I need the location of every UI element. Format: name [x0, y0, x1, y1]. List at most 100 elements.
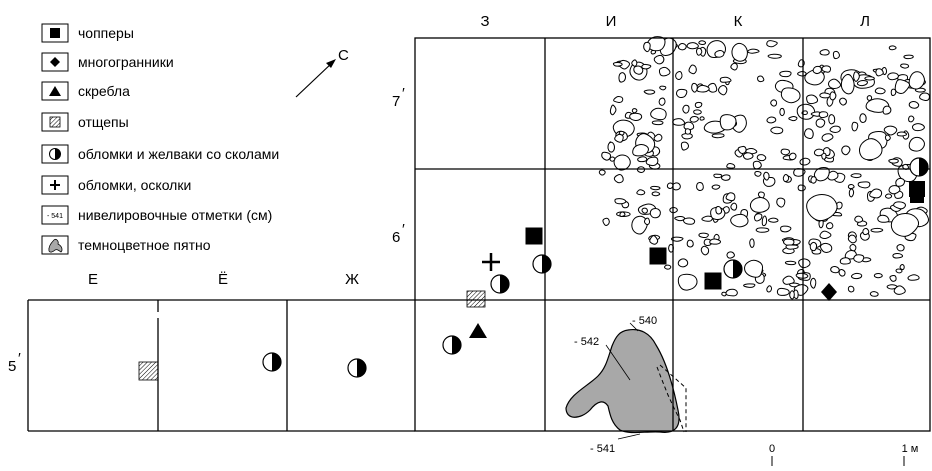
row-labels: 7 ′ 6 ′ 5 ′	[8, 85, 405, 375]
stone	[614, 133, 624, 143]
stone	[725, 192, 736, 202]
stone	[653, 54, 665, 65]
stone	[883, 125, 898, 136]
row-label-prime: ′	[402, 221, 405, 238]
stone	[839, 257, 851, 265]
stone	[821, 133, 834, 142]
scale-one-label: 1 м	[902, 443, 919, 455]
stone	[888, 158, 899, 164]
stone	[888, 45, 897, 51]
stone	[686, 42, 699, 50]
stone	[780, 87, 801, 104]
legend-item-dark-spot: темноцветное пятно	[41, 235, 211, 255]
stone	[658, 66, 671, 77]
stone	[614, 198, 627, 205]
stone	[869, 291, 879, 297]
stone	[664, 264, 672, 270]
stone	[641, 207, 648, 214]
stone	[753, 213, 763, 222]
stone	[766, 285, 773, 293]
stone	[725, 288, 738, 297]
stone	[631, 59, 638, 67]
stone	[767, 217, 779, 223]
stone	[730, 202, 738, 211]
fragment-marker	[347, 358, 367, 378]
leader-line	[617, 433, 641, 440]
stone	[641, 63, 652, 70]
stone	[839, 97, 847, 106]
stone	[672, 118, 686, 126]
stone	[776, 197, 786, 208]
stone	[643, 89, 656, 95]
stone	[779, 70, 792, 78]
stone	[681, 133, 693, 140]
stone	[649, 235, 659, 245]
stone	[812, 65, 822, 75]
stone	[821, 65, 832, 73]
stone	[743, 283, 756, 288]
stone	[911, 123, 925, 132]
stone	[818, 111, 829, 119]
stone	[830, 265, 840, 274]
stone	[810, 176, 817, 184]
legend: чопперы многогранники скребла отщепы	[41, 23, 279, 255]
dark-spot-icon	[48, 238, 63, 253]
stone	[856, 79, 868, 87]
stone	[754, 171, 762, 177]
stone	[851, 121, 859, 132]
stone	[806, 94, 819, 105]
stone	[810, 277, 817, 289]
legend-label: многогранники	[78, 54, 174, 70]
stone	[850, 272, 863, 280]
stone	[799, 157, 811, 166]
stone	[888, 185, 901, 195]
stone	[682, 104, 690, 114]
stone	[726, 163, 736, 169]
stone	[815, 118, 826, 128]
stone	[763, 171, 770, 181]
square-icon	[50, 28, 60, 38]
stone	[609, 156, 616, 162]
elevation-label: - 540	[632, 315, 657, 327]
stone	[711, 184, 721, 190]
legend-label: нивелировочные отметки (см)	[78, 207, 272, 223]
chopper-marker	[910, 189, 924, 203]
finds	[138, 157, 929, 381]
stone	[782, 275, 795, 285]
stone	[919, 92, 931, 101]
north-label: С	[338, 47, 349, 64]
legend-item-fragments-flaked: обломки и желваки со сколами	[41, 144, 279, 164]
half-circle-icon	[49, 148, 61, 160]
stone	[841, 145, 851, 156]
stone-cluster	[598, 36, 931, 300]
stone	[744, 259, 764, 278]
stone	[848, 188, 855, 198]
stone	[795, 272, 809, 279]
stone	[784, 260, 797, 266]
diamond-icon	[50, 57, 60, 67]
stone	[869, 188, 883, 199]
stone	[873, 273, 883, 279]
north-arrow: С	[295, 47, 349, 98]
stone	[709, 238, 722, 245]
stone	[718, 85, 728, 96]
stone	[752, 160, 762, 170]
stone	[643, 217, 651, 226]
column-labels: З И К Л Е Ё Ж	[88, 13, 870, 288]
stone	[683, 217, 696, 225]
stone	[636, 166, 646, 174]
stone	[859, 113, 867, 123]
dashed-boundary	[656, 366, 685, 433]
stone	[858, 138, 883, 161]
legend-label: отщепы	[78, 114, 129, 130]
stone	[637, 156, 648, 163]
stone	[677, 43, 687, 51]
stone	[633, 65, 644, 75]
stone	[780, 148, 791, 156]
stone	[797, 71, 807, 77]
stone	[770, 99, 778, 107]
column-label-zh: Ж	[345, 271, 359, 288]
stone	[806, 194, 838, 222]
row-label-5: 5	[8, 358, 16, 375]
